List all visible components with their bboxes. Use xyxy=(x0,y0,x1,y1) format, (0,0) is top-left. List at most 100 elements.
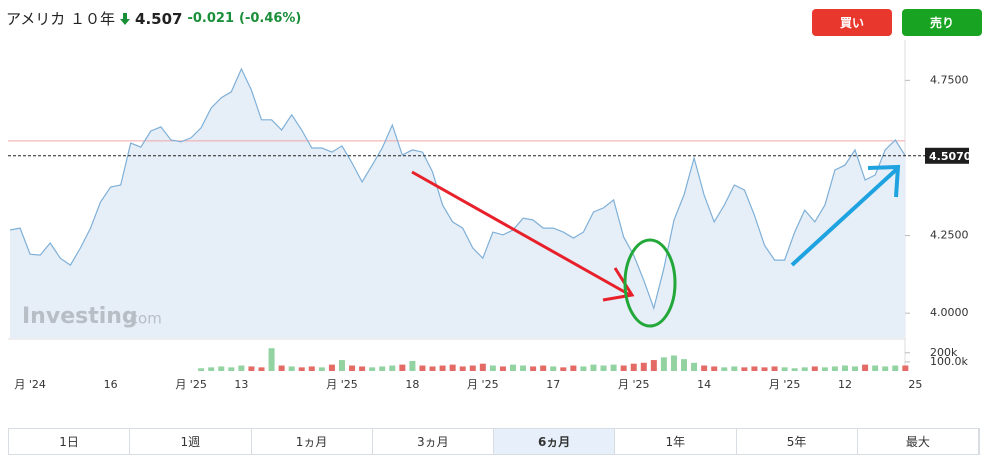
volume-bar xyxy=(520,365,527,371)
volume-bar xyxy=(902,365,909,371)
volume-bar xyxy=(540,365,547,371)
header: アメリカ １０年 4.507 -0.021 (-0.46%) xyxy=(6,8,301,29)
volume-bar xyxy=(379,366,386,371)
range-tab[interactable]: 1年 xyxy=(615,429,737,454)
volume-bar xyxy=(852,366,859,371)
x-tick-label: 月 '25 xyxy=(618,378,650,391)
volume-bar xyxy=(701,365,708,371)
watermark-suffix: .com xyxy=(125,310,162,328)
change-pct: (-0.46%) xyxy=(239,11,302,26)
volume-bar xyxy=(610,364,617,371)
volume-bar xyxy=(268,348,275,371)
title: アメリカ １０年 xyxy=(6,10,116,28)
volume-bar xyxy=(721,367,728,371)
volume-bar xyxy=(429,366,436,371)
volume-bar xyxy=(248,366,255,371)
x-tick-label: 月 '25 xyxy=(175,378,207,391)
x-tick-label: 月 '25 xyxy=(769,378,801,391)
range-tab[interactable]: 1週 xyxy=(130,429,252,454)
volume-bar xyxy=(510,364,516,371)
volume-bar xyxy=(590,364,597,371)
last-price-label: 4.5070 xyxy=(929,150,972,163)
volume-bar xyxy=(650,360,657,371)
x-tick-label: 月 '24 xyxy=(14,378,46,391)
chart: Investing .com 4.5070 4.0000 4.2500 4.7500 1… xyxy=(8,40,972,391)
range-tab[interactable]: 5年 xyxy=(737,429,858,454)
volume-bar xyxy=(469,365,476,371)
x-tick-label: 16 xyxy=(104,378,118,391)
volume-bar xyxy=(630,363,637,371)
volume-bar xyxy=(409,360,416,371)
volume-bar xyxy=(550,366,557,371)
volume-bar xyxy=(328,364,335,371)
volume-bar xyxy=(439,365,446,371)
sell-button[interactable]: 売り xyxy=(902,9,982,36)
volume-bar xyxy=(499,366,506,371)
volume-bar xyxy=(660,357,667,371)
watermark-brand: Investing xyxy=(22,304,138,329)
volume-bar xyxy=(640,362,647,371)
x-tick-label: 月 '25 xyxy=(326,378,358,391)
volume-bar xyxy=(419,365,426,371)
volume-bar xyxy=(751,366,758,371)
volume-bar xyxy=(731,366,738,371)
volume-bar xyxy=(369,367,376,371)
volume-bar xyxy=(530,366,537,371)
volume-bar xyxy=(399,364,406,371)
volume-bar xyxy=(258,367,265,371)
volume-bar xyxy=(681,359,688,371)
change: -0.021 xyxy=(187,11,234,26)
y2-tick-label: 100.0k xyxy=(930,355,968,368)
volume-bar xyxy=(389,365,396,371)
volume-bar xyxy=(670,355,677,371)
buy-button[interactable]: 買い xyxy=(812,9,892,36)
volume-bar xyxy=(338,360,345,371)
volume-bar xyxy=(872,365,879,371)
volume-bar xyxy=(489,365,496,371)
volume-bar xyxy=(570,365,577,371)
volume-bar xyxy=(781,367,788,371)
volume-bar xyxy=(308,366,315,371)
price: 4.507 xyxy=(135,9,183,28)
x-tick-label: 14 xyxy=(697,378,711,391)
volume-bar xyxy=(821,367,828,371)
volume-bar xyxy=(359,366,366,371)
volume-bar xyxy=(318,367,325,371)
volume-bar xyxy=(771,366,778,371)
price-area xyxy=(10,68,906,339)
volume-bar xyxy=(198,368,205,371)
watermark: Investing .com xyxy=(22,304,162,329)
x-tick-label: 17 xyxy=(546,378,560,391)
y-tick-label: 4.7500 xyxy=(930,73,969,86)
y-tick-label: 4.2500 xyxy=(930,229,969,242)
range-tab[interactable]: 6ヵ月 xyxy=(494,429,616,454)
volume-bar xyxy=(791,368,798,371)
volume-bar xyxy=(298,367,305,371)
volume-bar xyxy=(459,366,466,371)
volume-bar xyxy=(892,365,899,371)
range-tab[interactable]: 最大 xyxy=(858,429,979,454)
volume-bar xyxy=(620,365,627,371)
volume-bar xyxy=(238,365,245,371)
down-arrow xyxy=(120,12,131,25)
volume-bar xyxy=(691,362,698,371)
x-tick-label: 13 xyxy=(234,378,248,391)
range-tab[interactable]: 3ヵ月 xyxy=(373,429,494,454)
range-tab[interactable]: 1日 xyxy=(9,429,131,454)
volume-bar xyxy=(711,366,718,371)
volume-bar xyxy=(811,366,818,371)
volume-bar xyxy=(862,364,869,371)
volume-bar xyxy=(288,366,295,371)
volume-bar xyxy=(449,364,456,371)
range-tab[interactable]: 1ヵ月 xyxy=(252,429,373,454)
volume-bar xyxy=(349,365,356,371)
volume-bar xyxy=(208,367,215,371)
volume-bar xyxy=(278,365,285,371)
volume-bar xyxy=(801,367,808,371)
volume-bar xyxy=(228,367,235,371)
volume-bar xyxy=(218,366,225,371)
x-tick-label: 12 xyxy=(838,378,852,391)
y2-tick-label: 200k xyxy=(930,346,958,359)
volume-bar xyxy=(831,366,838,371)
